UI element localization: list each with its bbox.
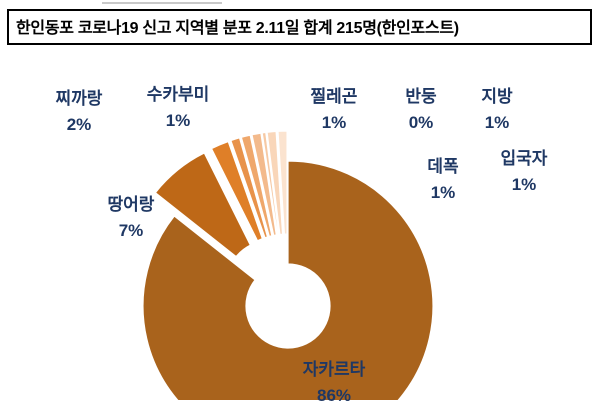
- chart-title: 한인동포 코로나19 신고 지역별 분포 2.11일 합계 215명(한인포스트…: [7, 9, 592, 45]
- slice-label-arrivals: 입국자 1%: [482, 146, 566, 198]
- donut-slice-jakarta: [142, 160, 434, 400]
- slice-pct: 86%: [316, 386, 352, 405]
- chart-title-text: 한인동포 코로나19 신고 지역별 분포 2.11일 합계 215명(한인포스트…: [16, 20, 459, 37]
- donut-slice-regional: [266, 130, 284, 236]
- donut-slice-cikarang: [210, 140, 264, 242]
- slice-label-jakarta: 자카르타 86%: [282, 357, 386, 409]
- slice-label-cikarang: 찌까랑 2%: [36, 86, 122, 138]
- slice-name: 반둥: [405, 87, 437, 106]
- slice-pct: 2%: [66, 115, 92, 134]
- slice-pct: 1%: [165, 111, 191, 130]
- slice-label-bandung: 반둥 0%: [386, 84, 456, 136]
- donut-slice-depok: [240, 134, 273, 238]
- cropped-border-line: [102, 2, 222, 4]
- slice-name: 데폭: [427, 157, 459, 176]
- slice-pct: 1%: [511, 175, 537, 194]
- donut-chart: [142, 130, 434, 400]
- slice-label-regional: 지방 1%: [462, 84, 532, 136]
- donut-slice-tangerang: [154, 152, 252, 258]
- slice-name: 입국자: [500, 149, 548, 168]
- donut-slice-cilegon: [251, 132, 277, 237]
- slice-label-cilegon: 찔레곤 1%: [292, 84, 376, 136]
- slice-name: 수카부미: [146, 85, 210, 104]
- slice-name: 찔레곤: [310, 87, 358, 106]
- slice-label-sukabumi: 수카부미 1%: [128, 82, 228, 134]
- slice-pct: 0%: [408, 113, 434, 132]
- slice-pct: 1%: [321, 113, 347, 132]
- slice-pct: 1%: [430, 183, 456, 202]
- slice-label-depok: 데폭 1%: [410, 154, 476, 206]
- slice-name: 땅어랑: [107, 195, 155, 214]
- slice-pct: 7%: [118, 221, 144, 240]
- donut-slice-arrivals: [277, 130, 288, 235]
- slice-label-tangerang: 땅어랑 7%: [88, 192, 174, 244]
- slice-name: 자카르타: [302, 360, 366, 379]
- slice-name: 지방: [481, 87, 513, 106]
- donut-slice-sukabumi: [230, 137, 269, 239]
- donut-slice-bandung: [261, 131, 280, 236]
- slice-pct: 1%: [484, 113, 510, 132]
- slice-name: 찌까랑: [55, 89, 103, 108]
